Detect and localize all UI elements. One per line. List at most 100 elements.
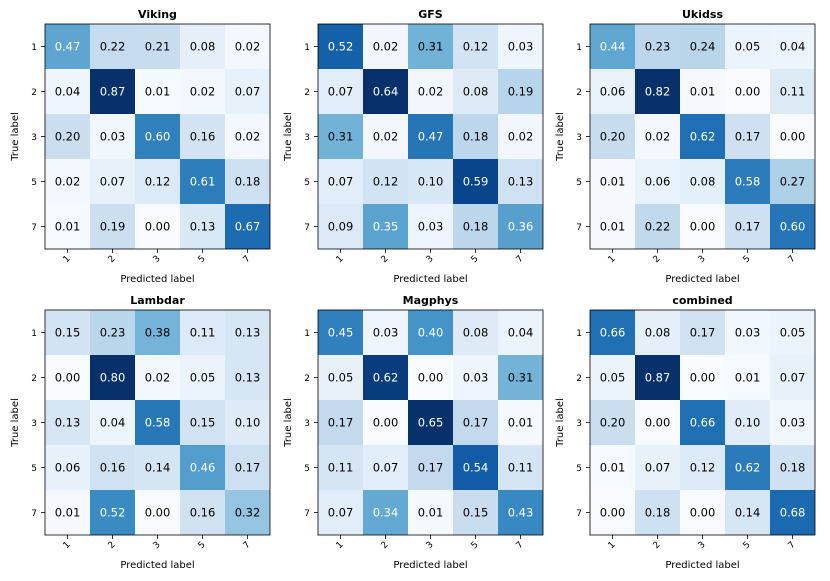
cell-value-label: 0.22 (100, 40, 126, 54)
y-tick-label: 7 (304, 223, 310, 233)
cell-value-label: 0.07 (100, 175, 126, 189)
heatmap-cell (635, 24, 680, 69)
chart-title: Lambdar (130, 294, 185, 307)
heatmap-cell (318, 355, 363, 400)
cell-value-label: 0.46 (190, 461, 216, 475)
heatmap-cell (498, 355, 543, 400)
cell-value-label: 0.01 (735, 371, 761, 385)
x-tick-label: 1 (606, 254, 617, 265)
heatmap-cell (498, 400, 543, 445)
y-tick-label: 7 (31, 223, 37, 233)
heatmap-cell (318, 445, 363, 490)
heatmap-cell (45, 400, 90, 445)
confusion-matrix-lambdar: Lambdar 0.15 0.23 0.38 0.11 0.13 0.00 0.80 0.02 0… (10, 294, 271, 571)
y-tick-label: 7 (576, 223, 582, 233)
heatmap-cell (363, 114, 408, 159)
cell-value-label: 0.10 (418, 175, 444, 189)
cell-value-label: 0.16 (100, 461, 126, 475)
heatmap-cell (590, 310, 635, 355)
heatmap-cell (180, 310, 225, 355)
cell-value-label: 0.10 (235, 416, 261, 430)
cell-value-label: 0.02 (418, 85, 444, 99)
cell-value-label: 0.13 (190, 220, 216, 234)
cell-value-label: 0.16 (190, 506, 216, 520)
heatmap-cell (45, 114, 90, 159)
cell-value-label: 0.01 (600, 220, 626, 234)
heatmap-cell (135, 445, 180, 490)
x-axis-label: Predicted label (120, 560, 194, 571)
x-axis-label: Predicted label (393, 560, 467, 571)
heatmap-cell (725, 445, 770, 490)
y-tick-label: 3 (31, 133, 37, 143)
heatmap-cell (725, 114, 770, 159)
heatmap-cell (363, 445, 408, 490)
x-axis-label: Predicted label (665, 560, 739, 571)
heatmap-cell (453, 490, 498, 535)
cell-value-label: 0.02 (373, 130, 399, 144)
cell-value-label: 0.04 (780, 40, 806, 54)
x-tick-label: 1 (606, 540, 617, 551)
heatmap-cell (725, 310, 770, 355)
x-tick-label: 5 (741, 254, 752, 265)
heatmap-cell (90, 114, 135, 159)
y-tick-label: 1 (304, 329, 310, 339)
heatmap-cell (180, 445, 225, 490)
cell-value-label: 0.01 (690, 85, 716, 99)
confusion-matrix-viking: Viking 0.47 0.22 0.21 0.08 0.02 0.04 0.87 0.01 0.… (10, 8, 271, 285)
cell-value-label: 0.11 (190, 326, 216, 340)
heatmap-cell (225, 355, 270, 400)
x-tick-label: 2 (106, 254, 117, 265)
heatmap-cell (680, 204, 725, 249)
heatmap-cell (363, 490, 408, 535)
heatmap-cell (408, 114, 453, 159)
heatmap-cell (635, 310, 680, 355)
heatmap-cell (135, 400, 180, 445)
x-tick-label: 7 (786, 540, 797, 551)
cell-value-label: 0.13 (508, 175, 534, 189)
heatmap-cell (225, 204, 270, 249)
cell-value-label: 0.12 (463, 40, 489, 54)
x-tick-label: 7 (514, 254, 525, 265)
y-tick-label: 5 (31, 178, 37, 188)
heatmap-cell (363, 204, 408, 249)
y-axis-label: True label (10, 112, 21, 162)
heatmap-cell (318, 400, 363, 445)
cell-value-label: 0.12 (145, 175, 171, 189)
y-tick-label: 7 (576, 509, 582, 519)
cell-value-label: 0.80 (100, 371, 126, 385)
heatmap-cell (45, 159, 90, 204)
cell-value-label: 0.03 (463, 371, 489, 385)
heatmap-cell (90, 400, 135, 445)
heatmap-cell (90, 69, 135, 114)
x-tick-label: 3 (424, 540, 435, 551)
cell-value-label: 0.43 (508, 506, 534, 520)
heatmap-cell (635, 114, 680, 159)
cell-value-label: 0.08 (690, 175, 716, 189)
heatmap-cell (318, 24, 363, 69)
chart-title: Ukidss (682, 8, 723, 21)
cell-value-label: 0.18 (780, 461, 806, 475)
x-axis-label: Predicted label (665, 274, 739, 285)
heatmap-cell (363, 400, 408, 445)
cell-value-label: 0.87 (645, 371, 671, 385)
x-tick-label: 5 (741, 540, 752, 551)
cell-value-label: 0.08 (463, 326, 489, 340)
chart-title: Magphys (403, 294, 459, 307)
heatmap-cell (680, 355, 725, 400)
cell-value-label: 0.14 (735, 506, 761, 520)
y-tick-label: 3 (576, 133, 582, 143)
cell-value-label: 0.06 (645, 175, 671, 189)
cell-value-label: 0.21 (145, 40, 171, 54)
heatmap-cell (408, 310, 453, 355)
heatmap-cell (680, 114, 725, 159)
x-tick-label: 3 (151, 540, 162, 551)
cell-value-label: 0.04 (55, 85, 81, 99)
x-tick-label: 1 (61, 254, 72, 265)
cell-value-label: 0.52 (100, 506, 126, 520)
cell-value-label: 0.52 (328, 40, 354, 54)
cell-value-label: 0.00 (690, 220, 716, 234)
heatmap-cell (770, 69, 815, 114)
cell-value-label: 0.24 (690, 40, 716, 54)
cell-value-label: 0.01 (508, 416, 534, 430)
heatmap-cell (45, 24, 90, 69)
